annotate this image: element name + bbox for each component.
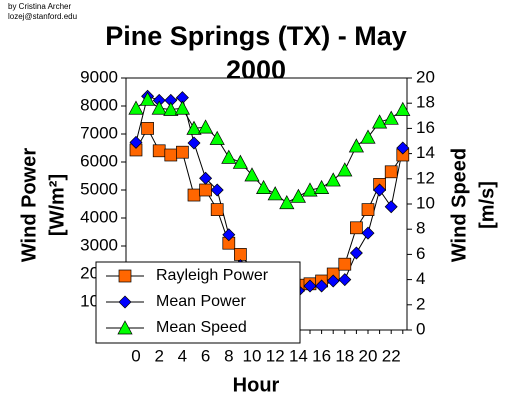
marker-diamond (222, 228, 236, 242)
marker-triangle (372, 114, 388, 129)
x-tick-label: 2 (154, 346, 163, 365)
marker-diamond (199, 171, 213, 185)
y2-tick-label: 14 (416, 143, 435, 162)
y2-tick-label: 10 (416, 193, 435, 212)
marker-triangle (151, 100, 167, 115)
credit: lozej@stanford.edu (8, 12, 77, 21)
marker-square (361, 203, 375, 216)
y2-tick-label: 6 (416, 244, 425, 263)
marker-square (141, 122, 154, 135)
x-tick-label: 8 (224, 346, 233, 365)
y2-tick-label: 18 (416, 93, 435, 112)
x-tick-label: 4 (178, 346, 187, 365)
y2-tick-label: 0 (416, 319, 425, 338)
y2-tick-label: 2 (416, 294, 425, 313)
x-tick-label: 22 (382, 346, 401, 365)
x-tick-label: 12 (266, 346, 285, 365)
marker-triangle (209, 130, 225, 145)
x-tick-label: 10 (243, 346, 262, 365)
legend: Rayleigh Power Mean Power Mean Speed (95, 261, 301, 344)
y-axis-title: [W/m²] (46, 174, 68, 236)
marker-square (152, 144, 166, 158)
marker-triangle (302, 182, 318, 197)
marker-triangle (290, 188, 306, 203)
y-tick-label: 9000 (80, 67, 118, 86)
marker-triangle (256, 179, 272, 194)
x-tick-label: 0 (131, 346, 140, 365)
marker-triangle (174, 100, 190, 115)
x-tick-label: 16 (312, 346, 331, 365)
marker-triangle (198, 119, 214, 134)
y2-tick-label: 16 (416, 118, 435, 137)
marker-diamond (129, 135, 143, 149)
marker-square (118, 269, 132, 283)
marker-square (234, 248, 247, 261)
credit: by Cristina Archer (8, 2, 71, 11)
marker-square (164, 148, 178, 162)
y2-tick-label: 20 (416, 67, 435, 86)
marker-diamond (373, 183, 387, 197)
y-axis-title: Wind Power (18, 148, 40, 262)
marker-square (210, 203, 224, 216)
marker-triangle (117, 320, 133, 335)
x-tick-label: 6 (201, 346, 210, 365)
legend-label: Mean Power (156, 293, 246, 310)
marker-diamond (384, 200, 398, 214)
y2-axis-title: Wind Speed (448, 148, 470, 262)
marker-triangle (383, 110, 399, 125)
chart-title: Pine Springs (TX) - May (105, 21, 407, 51)
marker-square (199, 183, 212, 197)
marker-triangle (360, 129, 376, 144)
marker-square (187, 188, 201, 202)
marker-triangle (128, 100, 144, 115)
marker-diamond (303, 279, 317, 293)
marker-triangle (186, 120, 202, 135)
x-tick-label: 18 (335, 346, 354, 365)
marker-diamond (349, 246, 363, 260)
y-tick-label: 4000 (80, 207, 118, 226)
y-tick-label: 8000 (80, 95, 118, 114)
marker-square (384, 165, 398, 179)
marker-square (350, 221, 363, 235)
marker-triangle (221, 149, 237, 164)
marker-triangle (348, 138, 364, 153)
marker-diamond (396, 141, 410, 155)
marker-square (338, 257, 352, 271)
marker-triangle (395, 101, 411, 116)
marker-triangle (314, 179, 330, 194)
marker-triangle (140, 91, 156, 106)
marker-triangle (232, 154, 248, 169)
y2-tick-label: 8 (416, 219, 425, 238)
y-tick-label: 3000 (80, 235, 118, 254)
marker-diamond (210, 183, 224, 197)
y-tick-label: 6000 (80, 151, 118, 170)
marker-triangle (325, 172, 341, 187)
marker-triangle (279, 195, 295, 210)
y2-axis-title: [m/s] (476, 181, 498, 229)
y-tick-label: 7000 (80, 123, 118, 142)
marker-triangle (244, 167, 260, 182)
marker-diamond (118, 295, 132, 309)
marker-diamond (338, 273, 352, 287)
marker-triangle (337, 162, 353, 177)
marker-diamond (361, 226, 375, 240)
marker-diamond (315, 279, 329, 293)
legend-label: Mean Speed (156, 319, 247, 336)
marker-triangle (267, 186, 283, 201)
x-tick-label: 14 (289, 346, 308, 365)
x-axis-title: Hour (233, 374, 280, 396)
marker-diamond (326, 274, 340, 288)
y2-tick-label: 12 (416, 168, 435, 187)
marker-diamond (187, 136, 201, 150)
y2-tick-label: 4 (416, 269, 425, 288)
legend-label: Rayleigh Power (156, 267, 269, 284)
marker-square (176, 145, 189, 159)
y-tick-label: 5000 (80, 179, 118, 198)
x-tick-label: 20 (359, 346, 378, 365)
marker-triangle (163, 101, 179, 116)
